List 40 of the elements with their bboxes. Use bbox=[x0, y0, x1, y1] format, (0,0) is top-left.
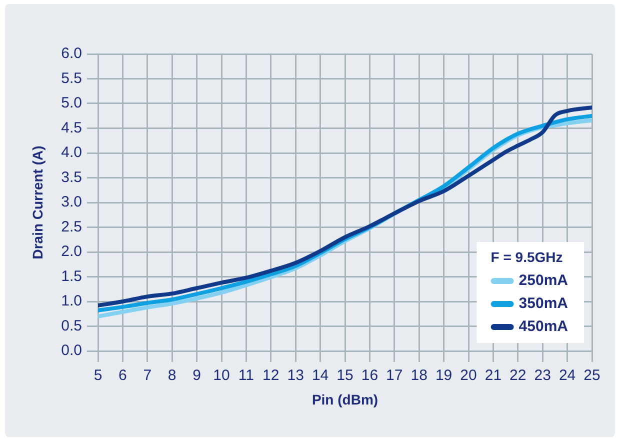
x-tick-label: 13 bbox=[287, 367, 304, 384]
y-tick-label: 5.0 bbox=[61, 94, 82, 112]
x-tick-label: 21 bbox=[484, 367, 502, 384]
legend-title: F = 9.5GHz bbox=[490, 248, 563, 265]
x-tick-label: 19 bbox=[435, 367, 452, 384]
x-tick-label: 9 bbox=[192, 367, 201, 384]
x-tick-label: 6 bbox=[118, 367, 127, 384]
y-tick-label: 1.5 bbox=[61, 268, 82, 285]
x-axis-title: Pin (dBm) bbox=[312, 391, 378, 408]
y-tick-label: 5.5 bbox=[61, 70, 82, 87]
y-tick-label: 4.5 bbox=[61, 119, 82, 136]
x-tick-label: 15 bbox=[336, 367, 354, 384]
y-tick-label: 2.5 bbox=[61, 218, 82, 236]
x-tick-label: 14 bbox=[312, 367, 329, 384]
y-tick-label: 6.0 bbox=[61, 45, 82, 62]
legend-label: 250mA bbox=[518, 272, 568, 290]
legend-label: 350mA bbox=[518, 295, 568, 312]
x-tick-label: 8 bbox=[168, 367, 176, 384]
y-tick-label: 0.5 bbox=[61, 317, 82, 334]
x-tick-label: 18 bbox=[410, 367, 428, 384]
x-tick-label: 7 bbox=[143, 367, 152, 384]
y-tick-label: 0.0 bbox=[61, 342, 82, 360]
x-tick-label: 16 bbox=[361, 367, 378, 384]
y-axis-title: Drain Current (A) bbox=[29, 146, 46, 260]
x-tick-label: 24 bbox=[558, 367, 576, 384]
y-tick-label: 3.5 bbox=[61, 168, 82, 186]
x-tick-label: 22 bbox=[510, 367, 526, 384]
y-tick-label: 4.0 bbox=[61, 144, 82, 162]
x-tick-label: 11 bbox=[238, 367, 254, 384]
x-tick-label: 25 bbox=[584, 367, 600, 384]
y-tick-label: 3.0 bbox=[61, 194, 82, 211]
y-tick-label: 1.0 bbox=[61, 292, 82, 310]
y-tick-label: 2.0 bbox=[61, 243, 82, 260]
legend-label: 450mA bbox=[518, 318, 568, 336]
x-tick-label: 17 bbox=[386, 367, 403, 384]
x-tick-label: 23 bbox=[534, 367, 551, 384]
x-tick-label: 5 bbox=[94, 367, 102, 384]
x-tick-label: 20 bbox=[460, 367, 477, 384]
x-tick-label: 10 bbox=[213, 367, 230, 384]
x-tick-label: 12 bbox=[262, 367, 280, 384]
